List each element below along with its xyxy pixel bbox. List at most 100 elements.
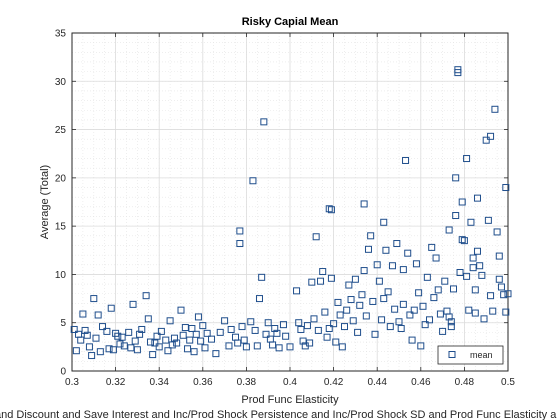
data-point <box>408 336 416 344</box>
data-point <box>151 339 159 347</box>
data-point <box>181 324 189 332</box>
data-point <box>504 290 512 298</box>
data-point <box>358 291 366 299</box>
x-tick-label: 0.48 <box>455 377 475 388</box>
data-point <box>297 325 305 333</box>
data-point <box>471 309 479 317</box>
data-point <box>306 339 314 347</box>
x-tick-label: 0.34 <box>149 377 169 388</box>
data-point <box>395 318 403 326</box>
data-point <box>72 347 80 355</box>
data-point <box>186 336 194 344</box>
data-point <box>341 323 348 331</box>
data-point <box>314 326 322 334</box>
y-tick-label: 20 <box>55 173 67 184</box>
data-point <box>364 245 372 253</box>
data-point <box>238 323 246 331</box>
data-point <box>384 288 392 296</box>
data-point <box>410 306 418 314</box>
data-point <box>303 322 311 330</box>
data-point <box>404 249 412 257</box>
data-point <box>225 342 233 350</box>
data-point <box>347 296 355 304</box>
data-point <box>129 300 137 308</box>
data-point <box>406 311 414 319</box>
data-point <box>495 252 503 260</box>
data-point <box>336 311 344 319</box>
data-point <box>236 227 244 235</box>
data-point <box>221 317 229 325</box>
data-point <box>275 344 283 352</box>
data-point <box>168 341 176 349</box>
data-point <box>502 184 510 192</box>
data-point <box>327 206 335 214</box>
data-point <box>487 132 495 140</box>
x-tick-label: 0.42 <box>324 377 344 388</box>
data-point <box>393 240 401 248</box>
data-point <box>103 327 111 335</box>
data-point <box>362 312 370 320</box>
data-point <box>136 330 144 338</box>
data-point <box>157 327 165 335</box>
data-point <box>436 310 444 318</box>
data-point <box>345 281 353 289</box>
x-tick-label: 0.36 <box>193 377 213 388</box>
data-point <box>83 331 91 339</box>
data-point <box>491 105 499 113</box>
data-point <box>190 348 198 356</box>
data-point <box>317 277 325 285</box>
data-point <box>338 343 346 351</box>
legend-box <box>437 345 504 365</box>
data-point <box>497 283 505 291</box>
data-point <box>79 310 87 318</box>
data-point <box>447 323 455 331</box>
data-point <box>94 311 102 319</box>
data-point <box>432 254 440 262</box>
data-point <box>388 262 396 270</box>
data-point <box>299 337 307 345</box>
data-point <box>96 348 104 356</box>
data-point <box>371 330 379 338</box>
data-point <box>321 308 329 316</box>
data-point <box>463 272 471 280</box>
data-point <box>120 342 128 350</box>
data-point <box>203 329 211 337</box>
x-tick-label: 0.32 <box>106 377 126 388</box>
data-point <box>90 295 98 303</box>
data-point <box>149 351 157 359</box>
data-point <box>279 321 287 329</box>
data-point <box>70 325 78 333</box>
data-point <box>489 307 497 315</box>
data-point <box>417 342 425 350</box>
data-point <box>469 254 477 262</box>
data-point <box>319 268 327 276</box>
y-tick-label: 35 <box>55 29 67 40</box>
x-tick-label: 0.4 <box>283 377 297 388</box>
data-point <box>399 300 407 308</box>
data-point <box>114 332 122 340</box>
data-point <box>127 344 135 352</box>
data-point <box>382 246 390 254</box>
data-point <box>201 344 209 352</box>
data-point <box>360 267 368 275</box>
data-point <box>253 342 261 350</box>
footer-text: and Discount and Save Interest and Inc/P… <box>0 409 557 420</box>
data-point <box>441 277 449 285</box>
data-point <box>146 338 154 346</box>
data-point <box>208 335 216 343</box>
chart-title: Risky Capial Mean <box>242 16 339 28</box>
data-point <box>428 243 436 251</box>
data-point <box>118 333 126 341</box>
y-tick-label: 30 <box>55 77 67 88</box>
data-point <box>184 345 192 353</box>
data-point <box>460 237 468 245</box>
data-point <box>473 247 481 255</box>
data-point <box>85 343 93 351</box>
data-point <box>249 177 257 185</box>
data-point <box>478 271 486 279</box>
y-axis-label: Average (Total) <box>39 165 51 239</box>
data-point <box>308 278 316 286</box>
data-point <box>242 343 250 351</box>
data-point <box>77 336 85 344</box>
